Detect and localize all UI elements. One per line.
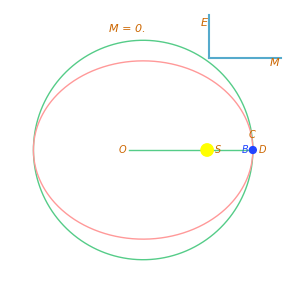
Text: S: S bbox=[215, 145, 222, 155]
Text: C: C bbox=[248, 130, 255, 140]
Text: M = 0.: M = 0. bbox=[109, 24, 145, 34]
Text: B: B bbox=[241, 145, 248, 155]
Circle shape bbox=[201, 144, 213, 156]
Text: D: D bbox=[258, 145, 266, 155]
Text: M: M bbox=[270, 58, 280, 68]
Text: O: O bbox=[119, 145, 127, 155]
Circle shape bbox=[249, 147, 256, 153]
Text: E: E bbox=[201, 17, 208, 28]
